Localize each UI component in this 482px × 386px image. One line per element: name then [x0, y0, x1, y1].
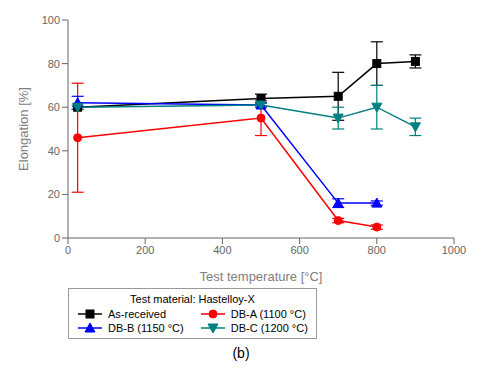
svg-text:600: 600 — [290, 244, 308, 256]
svg-text:400: 400 — [213, 244, 231, 256]
svg-text:200: 200 — [136, 244, 154, 256]
html-text:DB-A (1100 °C): DB-A (1100 °C) — [230, 308, 306, 320]
svg-text:Elongation [%]: Elongation [%] — [16, 87, 31, 171]
html-text:Test material: Hastelloy-X: Test material: Hastelloy-X — [130, 293, 255, 305]
svg-text:0: 0 — [54, 232, 60, 244]
html-text:(b): (b) — [232, 345, 250, 361]
html-text:As-received: As-received — [108, 308, 167, 320]
svg-text:40: 40 — [48, 145, 60, 157]
svg-text:60: 60 — [48, 101, 60, 113]
svg-text:20: 20 — [48, 188, 60, 200]
svg-text:Test temperature [°C]: Test temperature [°C] — [200, 269, 323, 284]
svg-text:0: 0 — [65, 244, 71, 256]
html-text:DB-B (1150 °C): DB-B (1150 °C) — [108, 322, 184, 334]
svg-text:100: 100 — [42, 14, 60, 26]
svg-text:800: 800 — [368, 244, 386, 256]
svg-text:1000: 1000 — [442, 244, 466, 256]
html-text:DB-C (1200 °C): DB-C (1200 °C) — [230, 322, 308, 334]
svg-text:80: 80 — [48, 58, 60, 70]
